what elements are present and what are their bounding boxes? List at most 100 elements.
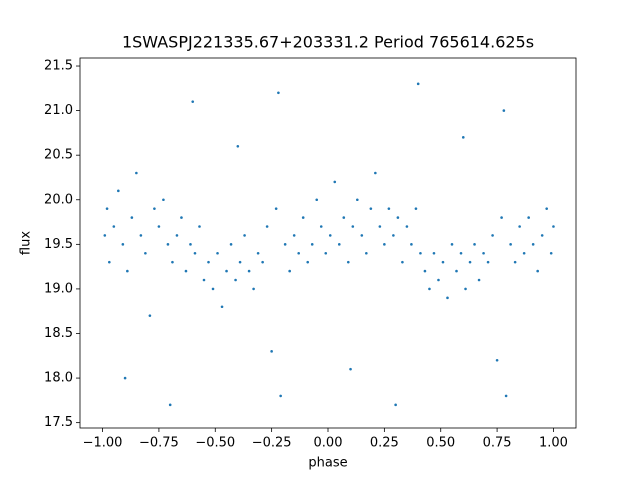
data-point <box>504 394 508 398</box>
data-point <box>369 207 373 210</box>
data-point <box>414 207 418 210</box>
data-point <box>464 287 467 291</box>
data-point <box>306 260 310 264</box>
x-axis-label: phase <box>308 456 347 471</box>
x-tick-label: −0.25 <box>252 436 292 451</box>
data-point <box>513 260 517 264</box>
data-point <box>265 225 269 228</box>
data-point <box>108 260 111 264</box>
data-point <box>459 251 463 255</box>
data-point <box>162 198 165 202</box>
data-point <box>401 260 404 264</box>
data-point <box>315 198 319 202</box>
data-point <box>328 234 332 237</box>
chart-title: 1SWASPJ221335.67+203331.2 Period 765614.… <box>122 33 534 52</box>
data-point <box>148 314 152 317</box>
data-point <box>216 251 219 255</box>
data-point <box>319 225 323 228</box>
data-point <box>333 180 337 184</box>
data-point <box>428 287 431 291</box>
data-point <box>346 260 350 264</box>
data-point <box>189 243 192 246</box>
data-point <box>482 251 485 255</box>
data-point <box>360 234 364 237</box>
data-point <box>229 243 233 246</box>
x-tick-label: −0.75 <box>139 436 179 451</box>
x-tick-label: −1.00 <box>83 436 123 451</box>
x-tick-label: 0.75 <box>483 436 512 451</box>
data-point <box>274 207 278 210</box>
data-point <box>394 403 397 407</box>
data-point <box>549 251 553 255</box>
data-point <box>207 260 210 264</box>
data-point <box>522 251 526 255</box>
data-point <box>198 225 201 228</box>
data-point <box>168 403 172 407</box>
y-axis-label: flux <box>19 231 34 255</box>
data-point <box>301 216 305 219</box>
y-tick-label: 21.5 <box>44 59 73 74</box>
data-point <box>324 251 328 255</box>
data-point <box>277 91 280 95</box>
data-point <box>261 260 264 264</box>
data-point <box>432 251 436 255</box>
data-point <box>527 216 530 219</box>
data-point <box>518 225 521 228</box>
x-tick-label: 0.50 <box>426 436 455 451</box>
data-point <box>234 278 237 282</box>
data-point <box>392 234 395 237</box>
data-point <box>153 207 156 210</box>
y-tick-label: 20.0 <box>44 192 73 207</box>
y-tick-label: 19.5 <box>44 237 73 252</box>
y-tick-label: 19.0 <box>44 281 73 296</box>
data-point <box>536 269 539 273</box>
data-point <box>477 278 481 282</box>
data-point <box>405 225 409 228</box>
data-point <box>105 207 109 210</box>
data-point <box>283 243 287 246</box>
data-point <box>243 234 246 237</box>
data-point <box>135 171 138 175</box>
data-point <box>256 251 260 255</box>
x-tick-label: 1.00 <box>539 436 568 451</box>
y-tick-label: 17.5 <box>44 415 73 430</box>
data-point <box>500 216 503 219</box>
data-point <box>193 251 197 255</box>
data-point <box>236 144 240 148</box>
data-point <box>220 305 224 309</box>
data-point <box>351 225 355 228</box>
y-tick-label: 18.5 <box>44 326 73 341</box>
data-point <box>491 234 494 237</box>
data-point <box>279 394 282 398</box>
data-point <box>166 243 170 246</box>
data-point <box>410 243 413 246</box>
data-point <box>103 234 107 237</box>
data-point <box>509 243 512 246</box>
data-point <box>446 296 449 300</box>
data-point <box>297 251 300 255</box>
data-point <box>157 225 161 228</box>
data-point <box>238 260 242 264</box>
plot-frame <box>79 57 577 429</box>
data-point <box>495 358 499 362</box>
data-point <box>337 243 341 246</box>
data-point <box>126 269 129 273</box>
data-point <box>171 260 174 264</box>
data-point <box>175 234 179 237</box>
data-point <box>396 216 400 219</box>
data-point <box>545 207 548 210</box>
x-tick-label: −0.50 <box>195 436 235 451</box>
data-point <box>416 82 420 86</box>
data-point <box>211 287 215 291</box>
x-tick-label: 0.00 <box>314 436 343 451</box>
data-point <box>455 269 458 273</box>
data-point <box>468 260 472 264</box>
data-point <box>112 225 116 228</box>
data-point <box>383 243 386 246</box>
data-point <box>202 278 206 282</box>
data-point <box>356 198 359 202</box>
data-point <box>252 287 255 291</box>
data-point <box>130 216 134 219</box>
data-point <box>473 243 476 246</box>
data-point <box>292 234 296 237</box>
